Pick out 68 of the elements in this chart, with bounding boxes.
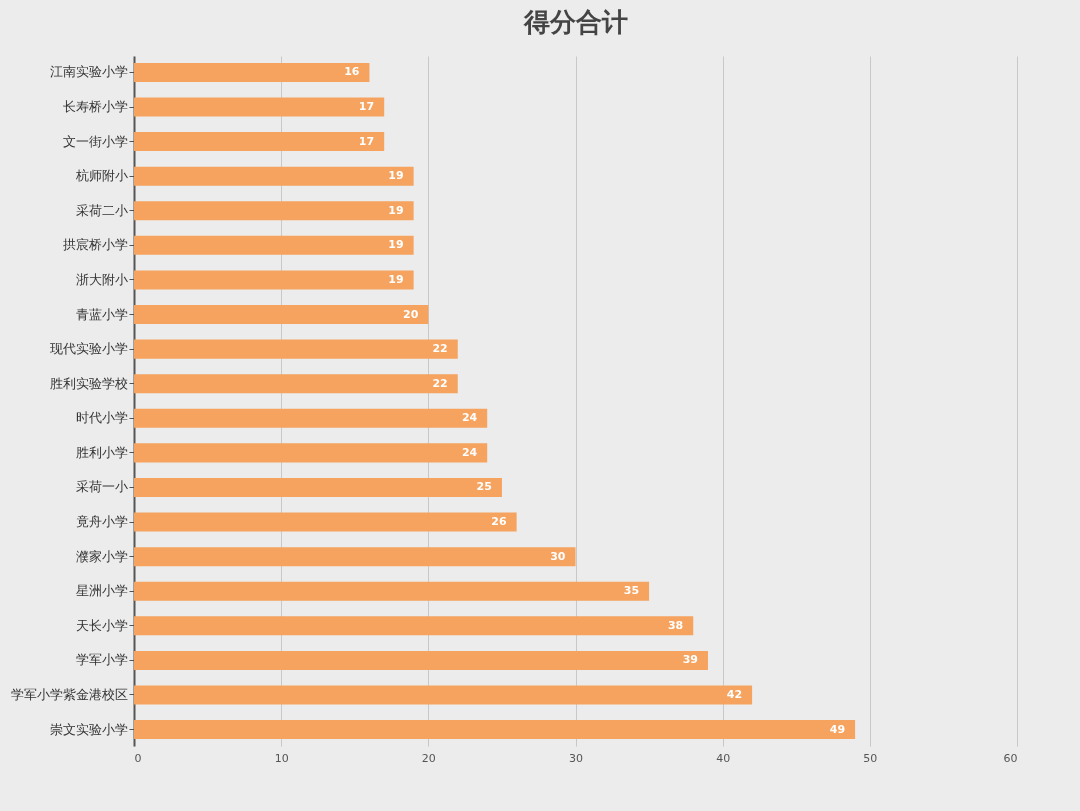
bar (134, 685, 753, 705)
bar (134, 97, 385, 117)
data-label: 22 (432, 376, 448, 390)
y-tick-label: 学军小学 (75, 652, 128, 668)
y-tick-label: 江南实验小学 (49, 64, 128, 80)
data-label: 49 (829, 722, 846, 736)
bar (134, 616, 694, 636)
y-tick-label: 时代小学 (75, 410, 128, 426)
bar (134, 132, 385, 152)
data-label: 16 (344, 65, 360, 79)
data-label: 17 (358, 134, 375, 148)
bar (134, 201, 414, 221)
bar (134, 477, 502, 497)
x-tick-label: 10 (274, 751, 289, 765)
bar (134, 443, 488, 463)
bar (134, 374, 458, 394)
bar (134, 166, 414, 186)
data-label: 42 (726, 687, 743, 701)
x-tick-label: 50 (863, 751, 878, 765)
data-label: 20 (403, 307, 419, 321)
y-tick-label: 学军小学紫金港校区 (10, 686, 128, 702)
y-tick-label: 崇文实验小学 (49, 721, 128, 737)
data-label: 35 (623, 584, 640, 598)
data-label: 19 (388, 169, 404, 183)
x-tick-label: 60 (1003, 751, 1018, 765)
bar (134, 62, 370, 82)
data-label: 19 (388, 238, 404, 252)
data-label: 26 (491, 515, 507, 529)
y-tick-label: 杭师附小 (74, 168, 128, 184)
data-label: 38 (667, 618, 684, 632)
data-label: 25 (476, 480, 492, 494)
bar (134, 720, 856, 740)
y-tick-label: 星洲小学 (75, 583, 128, 599)
data-label: 39 (682, 653, 698, 667)
y-tick-label: 胜利实验学校 (49, 375, 128, 391)
bar (134, 650, 708, 670)
y-tick-label: 采荷一小 (75, 479, 128, 495)
data-label: 19 (388, 203, 404, 217)
x-tick-label: 0 (134, 751, 142, 765)
y-tick-label: 青蓝小学 (75, 306, 128, 322)
y-tick-label: 竟舟小学 (75, 514, 128, 530)
bar (134, 581, 650, 601)
y-tick-label: 濮家小学 (75, 548, 128, 564)
data-label: 24 (461, 445, 478, 459)
y-tick-label: 天长小学 (75, 617, 128, 633)
bar (134, 339, 458, 359)
x-tick-label: 40 (716, 751, 731, 765)
data-label: 30 (550, 549, 566, 563)
data-label: 24 (461, 411, 478, 425)
y-tick-label: 现代实验小学 (49, 341, 128, 357)
bar (134, 235, 414, 255)
bar (134, 270, 414, 290)
data-label: 17 (358, 100, 375, 114)
y-tick-label: 文一街小学 (62, 133, 128, 149)
x-tick-label: 30 (569, 751, 583, 765)
y-tick-label: 胜利小学 (75, 444, 128, 460)
chart-title: 得分合计 (522, 7, 628, 37)
y-tick-label: 拱宸桥小学 (62, 237, 128, 253)
data-label: 19 (388, 272, 404, 286)
y-tick-label: 采荷二小 (75, 202, 128, 218)
bar (134, 512, 517, 532)
x-tick-label: 20 (421, 751, 436, 765)
data-label: 22 (432, 342, 448, 356)
bar (134, 408, 488, 428)
bar (134, 305, 429, 325)
y-tick-label: 浙大附小 (75, 271, 128, 287)
y-tick-label: 长寿桥小学 (62, 99, 128, 115)
bar (134, 547, 576, 567)
